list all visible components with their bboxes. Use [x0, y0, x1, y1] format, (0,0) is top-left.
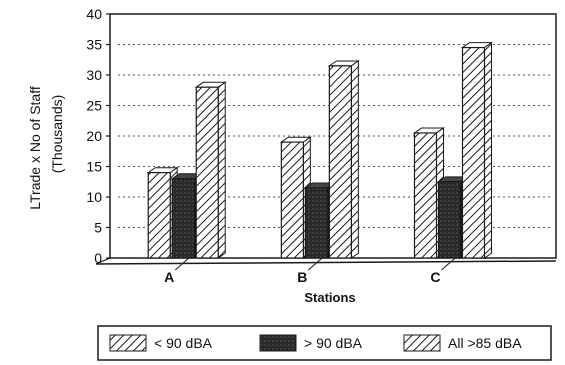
y-axis-label-line-1: LTrade x No of Staff	[27, 86, 43, 210]
y-tick-label: 35	[86, 37, 102, 53]
y-axis-label-line-2: (Thousands)	[49, 95, 65, 174]
bar	[171, 178, 195, 259]
y-tick-label: 25	[86, 98, 102, 114]
legend-box	[97, 325, 552, 361]
y-tick-label: 5	[94, 220, 102, 236]
bar	[304, 187, 328, 259]
x-tick-label: B	[297, 269, 307, 285]
y-tick-label: 20	[86, 128, 102, 144]
x-tick-labels: A B C	[164, 269, 440, 285]
floor-edge	[95, 257, 111, 265]
bar	[280, 141, 304, 259]
legend-label: < 90 dBA	[154, 335, 213, 351]
bar	[147, 172, 171, 259]
y-tick-label: 30	[86, 67, 102, 83]
bar	[413, 132, 438, 259]
y-tick-label: 15	[86, 159, 102, 175]
legend-label: All >85 dBA	[448, 335, 522, 351]
bar	[328, 65, 352, 259]
x-tick-label: C	[430, 269, 440, 285]
legend-swatch	[259, 334, 297, 352]
y-tick-labels: 0 5 10 15 20 25 30 35 40	[86, 6, 102, 266]
legend-label: > 90 dBA	[304, 335, 363, 351]
y-tick-label: 10	[86, 189, 102, 205]
bar	[195, 86, 219, 259]
bars	[146, 41, 494, 259]
y-tick-label: 40	[86, 6, 102, 22]
bar-side	[350, 59, 359, 259]
legend-swatch	[403, 334, 441, 352]
x-axis-label: Stations	[304, 290, 355, 305]
bar-side	[483, 41, 492, 259]
y-tick-label: 0	[94, 250, 102, 266]
legend-swatch	[109, 334, 147, 352]
floor-line	[95, 260, 557, 265]
x-tick-label: A	[164, 269, 174, 285]
legend: < 90 dBA > 90 dBA All >85 dBA	[97, 325, 552, 361]
bar	[437, 181, 462, 259]
bar-side	[217, 81, 226, 259]
bar	[461, 46, 486, 259]
